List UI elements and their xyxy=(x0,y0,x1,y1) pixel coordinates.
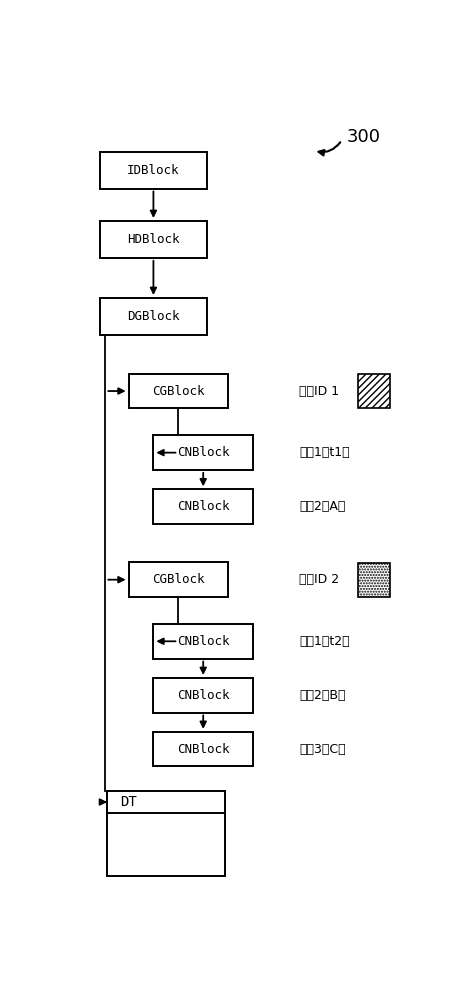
Bar xyxy=(358,563,390,597)
Text: 通道2（A）: 通道2（A） xyxy=(299,500,346,513)
Bar xyxy=(129,562,228,597)
Text: CNBlock: CNBlock xyxy=(177,446,230,459)
Bar xyxy=(100,221,207,258)
Text: 记录ID 1: 记录ID 1 xyxy=(299,385,339,398)
Text: DGBlock: DGBlock xyxy=(127,310,179,323)
Bar xyxy=(129,374,228,408)
Bar xyxy=(153,678,253,713)
Text: 通道3（C）: 通道3（C） xyxy=(299,743,346,756)
Bar xyxy=(153,435,253,470)
Text: 通道1（t1）: 通道1（t1） xyxy=(299,446,350,459)
Bar xyxy=(153,732,253,766)
Bar xyxy=(100,152,207,189)
Bar xyxy=(107,813,224,876)
Text: CNBlock: CNBlock xyxy=(177,743,230,756)
Bar xyxy=(153,489,253,524)
Text: CGBlock: CGBlock xyxy=(152,385,205,398)
Text: IDBlock: IDBlock xyxy=(127,164,179,177)
Text: 300: 300 xyxy=(346,128,381,146)
Bar xyxy=(107,791,224,813)
Text: HDBlock: HDBlock xyxy=(127,233,179,246)
Bar xyxy=(153,624,253,659)
Bar xyxy=(100,298,207,335)
Text: CNBlock: CNBlock xyxy=(177,635,230,648)
Text: 通道2（B）: 通道2（B） xyxy=(299,689,346,702)
Text: 记录ID 2: 记录ID 2 xyxy=(299,573,339,586)
Text: CNBlock: CNBlock xyxy=(177,500,230,513)
Text: CNBlock: CNBlock xyxy=(177,689,230,702)
Text: DT: DT xyxy=(120,795,137,809)
Text: CGBlock: CGBlock xyxy=(152,573,205,586)
Bar xyxy=(107,813,224,876)
Bar xyxy=(107,791,224,876)
Text: 通道1（t2）: 通道1（t2） xyxy=(299,635,350,648)
Bar xyxy=(358,374,390,408)
